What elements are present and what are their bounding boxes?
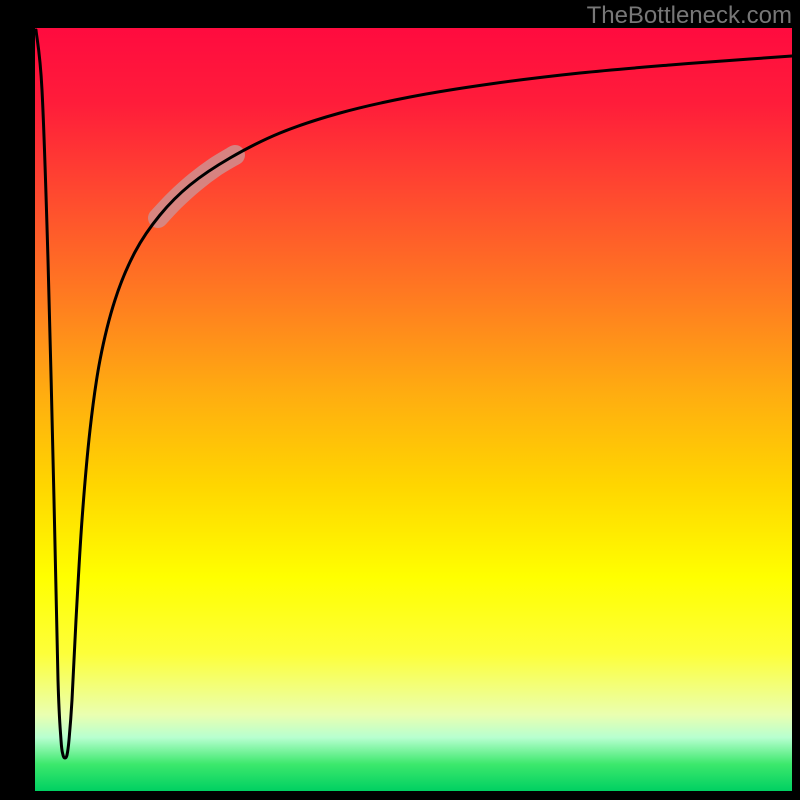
gradient-background: [35, 28, 792, 791]
chart-svg: [0, 0, 800, 800]
chart-container: TheBottleneck.com: [0, 0, 800, 800]
watermark-link[interactable]: TheBottleneck.com: [587, 2, 792, 30]
